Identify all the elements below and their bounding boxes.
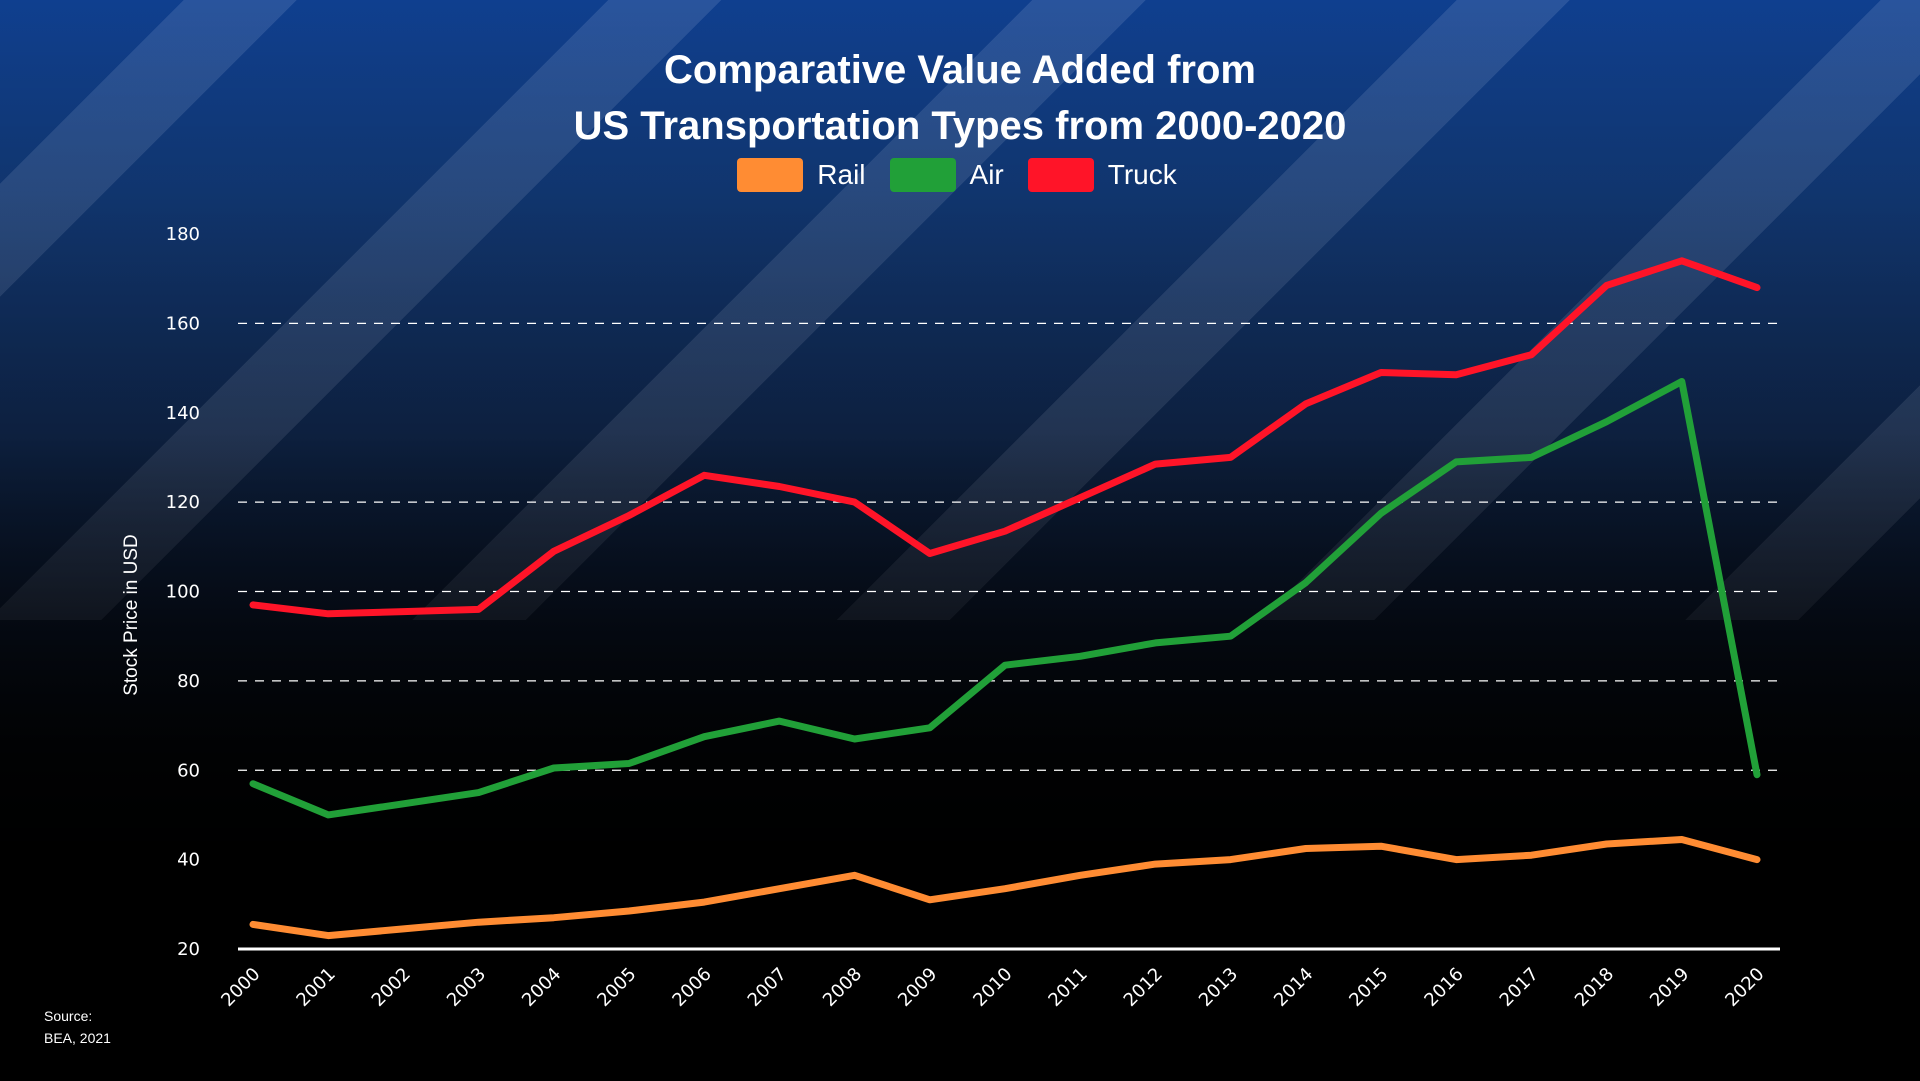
x-tick-2004: 2004	[518, 964, 565, 1011]
chart-title: Comparative Value Added from US Transpor…	[0, 42, 1920, 154]
x-tick-2005: 2005	[593, 964, 640, 1011]
x-tick-2003: 2003	[443, 964, 490, 1011]
x-tick-2008: 2008	[819, 964, 866, 1011]
x-tick-2020: 2020	[1721, 964, 1768, 1011]
x-tick-2015: 2015	[1345, 964, 1392, 1011]
series-lines	[249, 257, 1761, 940]
legend-item-rail: Rail	[737, 158, 866, 192]
source-note: Source: BEA, 2021	[44, 1005, 111, 1049]
x-tick-2012: 2012	[1120, 964, 1167, 1011]
legend-swatch-air	[889, 158, 956, 192]
y-tick-160: 160	[166, 313, 200, 334]
x-tick-labels: 2000 2001 2002 2003 2004 2005 2006 2007 2008 2009…	[217, 964, 1768, 1011]
y-tick-40: 40	[177, 850, 200, 871]
x-tick-2000: 2000	[217, 964, 264, 1011]
legend-label-truck: Truck	[1107, 159, 1177, 190]
series-line-truck	[249, 257, 1761, 618]
y-tick-labels: 20 40 60 80 100 120 140 160 180	[166, 224, 200, 960]
series-line-rail	[249, 836, 1761, 940]
chart-title-line-1: Comparative Value Added from	[664, 48, 1256, 92]
y-tick-20: 20	[177, 939, 200, 960]
x-tick-2013: 2013	[1195, 964, 1242, 1011]
x-tick-2001: 2001	[292, 964, 339, 1011]
legend-item-truck: Truck	[1027, 158, 1177, 192]
legend-item-air: Air	[889, 158, 1004, 192]
legend-swatch-rail	[737, 158, 804, 192]
x-tick-2014: 2014	[1270, 964, 1317, 1011]
y-tick-100: 100	[166, 582, 200, 603]
x-tick-2018: 2018	[1571, 964, 1618, 1011]
y-tick-140: 140	[166, 403, 200, 424]
x-tick-2019: 2019	[1646, 964, 1693, 1011]
x-tick-2011: 2011	[1044, 964, 1091, 1011]
legend-label-rail: Rail	[817, 159, 866, 190]
x-tick-2010: 2010	[969, 964, 1016, 1011]
y-tick-80: 80	[177, 671, 200, 692]
source-text: BEA, 2021	[44, 1030, 111, 1046]
chart-title-line-2: US Transportation Types from 2000-2020	[573, 104, 1347, 148]
series-line-air	[249, 378, 1761, 819]
source-label: Source:	[44, 1008, 93, 1024]
x-tick-2002: 2002	[368, 964, 415, 1011]
y-tick-120: 120	[166, 492, 200, 513]
legend: Rail Air Truck	[0, 158, 1920, 192]
legend-label-air: Air	[969, 159, 1004, 190]
y-tick-60: 60	[177, 760, 200, 781]
x-tick-2016: 2016	[1420, 964, 1467, 1011]
x-tick-2017: 2017	[1496, 964, 1543, 1011]
y-tick-180: 180	[166, 224, 200, 245]
x-tick-2007: 2007	[744, 964, 791, 1011]
x-tick-2006: 2006	[668, 964, 715, 1011]
gridlines	[238, 322, 1780, 771]
legend-swatch-truck	[1027, 158, 1094, 192]
x-tick-2009: 2009	[894, 964, 941, 1011]
